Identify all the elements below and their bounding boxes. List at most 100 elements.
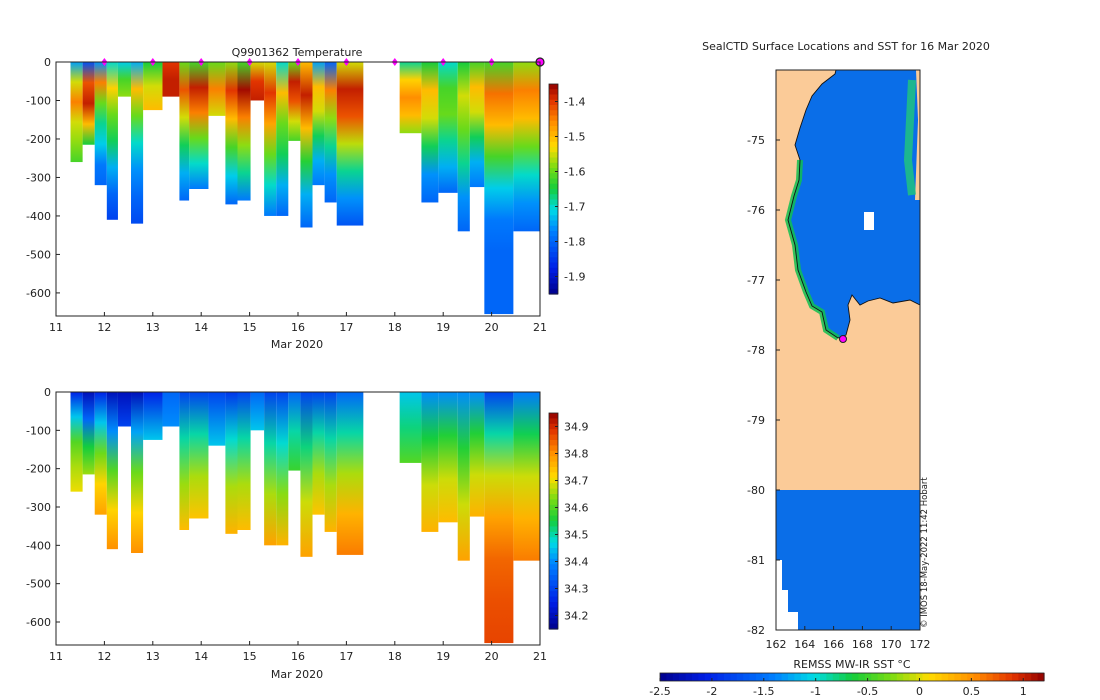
colorbar-segment (549, 147, 558, 153)
colorbar-segment (549, 602, 558, 608)
colorbar-segment (549, 267, 558, 274)
map-y-tick-label: -77 (747, 274, 765, 287)
colorbar-segment (807, 673, 815, 681)
colorbar-segment (724, 673, 731, 681)
profile-column (143, 392, 163, 440)
x-tick-label: 13 (146, 650, 160, 663)
colorbar-segment (935, 673, 943, 681)
colorbar-segment (549, 131, 558, 138)
profile-column (208, 62, 226, 116)
profile-column (131, 392, 144, 553)
colorbar-segment (549, 510, 558, 517)
map-x-tick-label: 166 (823, 638, 844, 651)
y-tick-label: 0 (44, 386, 51, 399)
profile-column (264, 392, 277, 546)
colorbar-segment (1031, 673, 1039, 681)
profile-column (276, 62, 289, 216)
x-tick-label: 20 (485, 650, 499, 663)
colorbar-segment (549, 585, 558, 592)
y-tick-label: -200 (26, 133, 51, 146)
colorbar-segment (549, 504, 558, 511)
x-tick-label: 19 (436, 650, 450, 663)
colorbar-segment (736, 673, 744, 681)
colorbar-segment (549, 115, 558, 122)
colorbar-tick-label: 0.5 (963, 685, 981, 698)
colorbar-tick-label: -1.9 (564, 271, 585, 284)
colorbar-segment (549, 575, 558, 581)
colorbar-segment (549, 542, 558, 549)
colorbar-segment (549, 204, 558, 211)
colorbar-segment (549, 241, 558, 248)
profile-column (117, 392, 132, 427)
colorbar-segment (549, 445, 558, 452)
profile-column (106, 392, 118, 550)
profile-column (237, 62, 251, 201)
map-x-ticks: 162 164 166 168 170 172 (766, 626, 931, 651)
colorbar-segment (743, 673, 751, 681)
colorbar-segment (698, 673, 706, 681)
x-tick-label: 12 (97, 321, 111, 334)
x-tick-label: 14 (194, 321, 208, 334)
colorbar-segment (549, 183, 558, 190)
colorbar-segment (794, 673, 802, 681)
profile-column (189, 392, 209, 519)
x-tick-label: 18 (388, 321, 402, 334)
colorbar-segment (549, 521, 558, 527)
colorbar-segment (549, 278, 558, 285)
colorbar-segment (549, 591, 558, 598)
profile-column (82, 392, 95, 475)
profile-column (94, 62, 107, 186)
colorbar-segment (916, 673, 923, 681)
colorbar-tick-label: -1.5 (753, 685, 774, 698)
x-tick-label: 14 (194, 650, 208, 663)
y-tick-label: -600 (26, 616, 51, 629)
profile-column (484, 62, 514, 315)
colorbar-segment (549, 413, 558, 419)
colorbar-segment (549, 288, 558, 295)
colorbar-segment (781, 673, 789, 681)
colorbar-segment (549, 225, 558, 232)
y-tick-label: -600 (26, 287, 51, 300)
colorbar-segment (839, 673, 847, 681)
y-tick-label: -400 (26, 539, 51, 552)
colorbar-segment (549, 494, 558, 500)
colorbar-segment (858, 673, 866, 681)
colorbar-segment (549, 246, 558, 253)
colorbar-segment (549, 423, 558, 430)
colorbar-segment (877, 673, 885, 681)
colorbar-tick-label: -1 (810, 685, 821, 698)
temperature-panel: Q9901362 Temperature 11 12 13 14 15 16 17 18 19 2… (26, 46, 585, 351)
x-tick-label: 20 (485, 321, 499, 334)
profile-column (264, 62, 277, 216)
x-tick-label: 11 (49, 321, 63, 334)
colorbar-segment (549, 136, 558, 143)
ross-sea-sst (776, 70, 920, 338)
profile-column (421, 62, 439, 203)
colorbar-segment (685, 673, 693, 681)
colorbar-segment (549, 488, 558, 495)
colorbar-segment (549, 467, 558, 473)
profile-column (300, 62, 313, 228)
profile-column (312, 392, 325, 515)
colorbar-segment (549, 429, 558, 436)
temperature-xlabel: Mar 2020 (271, 338, 323, 351)
x-tick-label: 17 (339, 321, 353, 334)
salinity-profiles (70, 392, 540, 644)
colorbar-segment (549, 84, 558, 90)
profile-column (399, 392, 422, 463)
colorbar-segment (1018, 673, 1026, 681)
profile-column (276, 392, 289, 546)
colorbar-segment (813, 673, 821, 681)
colorbar-tick-label: 34.8 (564, 448, 589, 461)
profile-column (143, 62, 163, 111)
colorbar-tick-label: -2 (706, 685, 717, 698)
profile-column (70, 392, 83, 492)
x-tick-label: 12 (97, 650, 111, 663)
profile-column (421, 392, 439, 532)
profile-column (237, 392, 251, 530)
x-tick-label: 21 (533, 321, 547, 334)
colorbar-segment (549, 531, 558, 538)
salinity-panel: 11 12 13 14 15 16 17 18 19 20 21 0 -100 -200 -300 -400… (26, 386, 588, 681)
colorbar-segment (775, 673, 783, 681)
colorbar-segment (967, 673, 975, 681)
